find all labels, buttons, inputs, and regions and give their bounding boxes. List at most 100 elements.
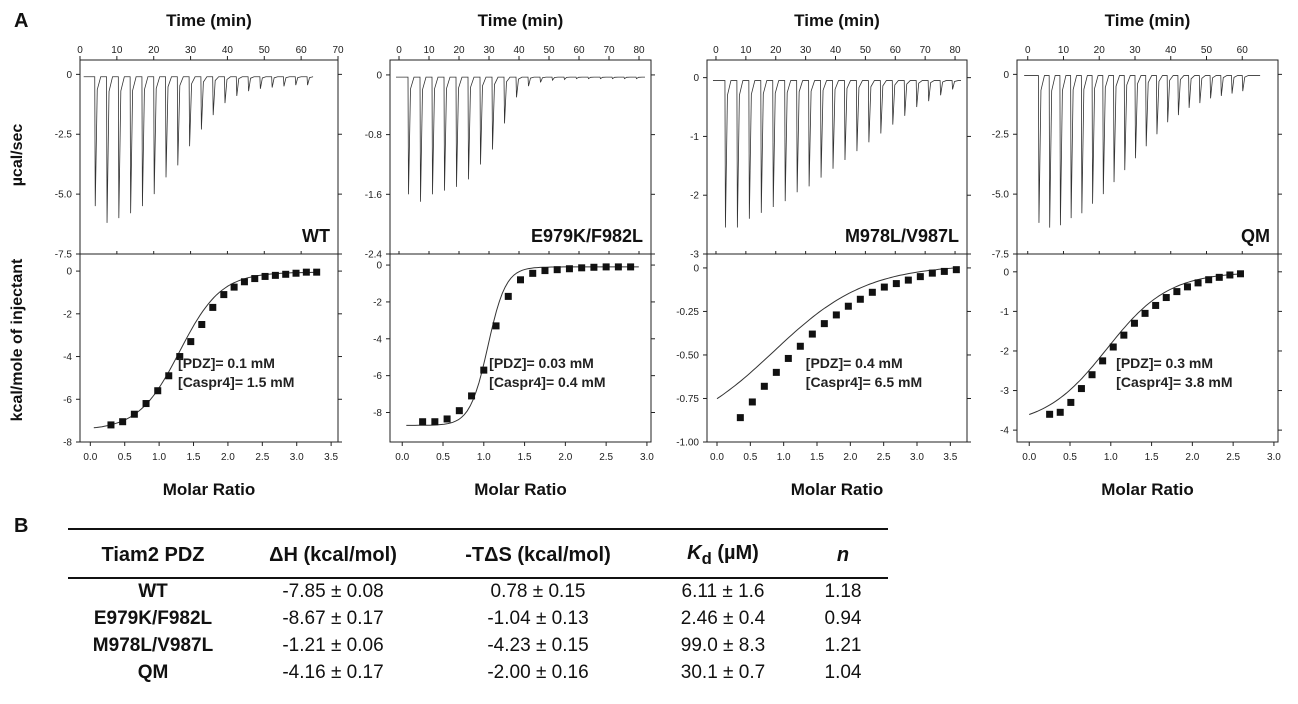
integrated-y-tick-label: -4	[1000, 426, 1009, 437]
raw-x-tick-label: 80	[949, 45, 961, 56]
panel-a-label: A	[14, 10, 29, 32]
data-point	[529, 269, 537, 277]
row-n: 1.18	[824, 581, 862, 602]
row-kd: 6.11 ± 1.6	[681, 581, 765, 602]
row-tds: -1.04 ± 0.13	[487, 608, 589, 629]
panel-b-label: B	[14, 515, 29, 537]
data-point	[602, 263, 610, 271]
data-point	[176, 353, 184, 361]
raw-y-tick-label: -1.6	[365, 190, 383, 201]
data-point	[1183, 283, 1191, 291]
data-point	[1067, 398, 1075, 406]
data-point	[808, 330, 816, 338]
data-point	[492, 322, 500, 330]
row-n: 1.21	[824, 635, 862, 656]
integrated-x-tick-label: 1.0	[777, 452, 791, 463]
integrated-y-tick-label: -3	[1000, 386, 1009, 397]
row-dh: -8.67 ± 0.17	[282, 608, 384, 629]
data-point	[198, 321, 206, 328]
fit-curve	[406, 266, 639, 426]
raw-y-axis-title: µcal/sec	[9, 124, 26, 187]
integrated-x-tick-label: 0.0	[395, 452, 409, 463]
data-point	[130, 410, 138, 418]
thermodynamics-table-container: Tiam2 PDZ ΔH (kcal/mol) -TΔS (kcal/mol) …	[68, 528, 888, 687]
raw-plot-frame	[1016, 59, 1279, 255]
integrated-x-tick-label: 1.0	[152, 452, 166, 463]
raw-x-tick-label: 40	[1165, 45, 1177, 56]
raw-x-tick-label: 10	[111, 45, 123, 56]
integrated-y-tick-label: -0.75	[676, 394, 699, 405]
row-name: WT	[138, 581, 168, 602]
integrated-x-tick-label: 3.0	[1267, 452, 1281, 463]
data-point	[468, 392, 476, 400]
raw-x-tick-label: 70	[603, 45, 615, 56]
header-construct: Tiam2 PDZ	[101, 544, 205, 566]
raw-x-tick-label: 50	[860, 45, 872, 56]
data-point	[940, 267, 948, 275]
raw-x-tick-label: 20	[770, 45, 782, 56]
fit-curve	[716, 267, 958, 400]
integrated-y-tick-label: -8	[373, 408, 382, 419]
raw-x-tick-label: 0	[396, 45, 402, 56]
data-point	[517, 276, 524, 284]
raw-x-axis-title: Time (min)	[794, 11, 880, 30]
fit-curve	[1029, 273, 1242, 415]
raw-y-tick-label: -5.0	[55, 190, 73, 201]
integrated-y-tick-label: 0	[693, 263, 699, 274]
raw-thermogram-trace	[1024, 75, 1261, 228]
data-point	[1173, 288, 1181, 296]
header-tds: -TΔS (kcal/mol)	[465, 544, 611, 566]
raw-y-tick-label: 0	[693, 73, 699, 84]
integrated-x-tick-label: 0.5	[743, 452, 757, 463]
data-point	[504, 292, 512, 300]
data-point	[614, 263, 622, 271]
data-point	[565, 265, 573, 273]
data-point	[832, 311, 840, 319]
integrated-x-tick-label: 3.0	[290, 452, 304, 463]
data-point	[844, 302, 852, 310]
raw-y-tick-label: 0	[376, 70, 382, 81]
integrated-x-axis-title: Molar Ratio	[163, 480, 256, 499]
data-point	[119, 418, 127, 426]
annotation-caspr4-concentration: [Caspr4]= 3.8 mM	[1116, 374, 1232, 390]
integrated-x-tick-label: 1.5	[187, 452, 201, 463]
header-n: n	[836, 544, 850, 566]
data-point	[952, 266, 960, 274]
thermodynamics-table: Tiam2 PDZ ΔH (kcal/mol) -TΔS (kcal/mol) …	[68, 528, 888, 687]
data-point	[772, 368, 780, 376]
raw-y-tick-label: -2.5	[55, 130, 73, 141]
data-point	[590, 263, 598, 271]
header-kd-unit: (µM)	[711, 542, 759, 564]
raw-y-tick-label: -7.5	[55, 250, 73, 261]
header-kd: Kd (µM)	[648, 529, 798, 578]
data-point	[443, 415, 451, 423]
integrated-plot-frame	[389, 253, 652, 443]
table-row: QM -4.16 ± 0.17 -2.00 ± 0.16 30.1 ± 0.7 …	[68, 660, 888, 687]
data-point	[107, 421, 115, 429]
data-point	[1226, 271, 1234, 279]
data-point	[748, 398, 756, 406]
panel-title-label: QM	[1241, 226, 1270, 246]
integrated-plot-frame	[706, 253, 968, 443]
integrated-y-tick-label: -6	[63, 395, 72, 406]
itc-panel-2: 0 10 20 30 40 50 60 70 80 0 -0.8 -1.6 -2.4 Time (min)…	[365, 11, 655, 499]
raw-x-tick-label: 60	[296, 45, 308, 56]
integrated-x-axis-title: Molar Ratio	[1101, 480, 1194, 499]
raw-x-tick-label: 30	[483, 45, 495, 56]
data-point	[904, 276, 912, 284]
integrated-plot-frame	[79, 253, 339, 443]
raw-x-tick-label: 70	[332, 45, 344, 56]
data-point	[1120, 331, 1128, 339]
integrated-y-tick-label: -0.50	[676, 350, 699, 361]
row-n: 0.94	[824, 608, 862, 629]
row-kd: 30.1 ± 0.7	[680, 662, 766, 683]
data-point	[868, 288, 876, 296]
data-point	[928, 269, 936, 277]
data-point	[820, 320, 828, 328]
data-point	[142, 400, 150, 408]
row-tds: 0.78 ± 0.15	[490, 581, 586, 602]
integrated-x-tick-label: 0.0	[83, 452, 97, 463]
integrated-x-tick-label: 3.5	[324, 452, 338, 463]
raw-x-tick-label: 40	[513, 45, 525, 56]
raw-x-tick-label: 60	[573, 45, 585, 56]
